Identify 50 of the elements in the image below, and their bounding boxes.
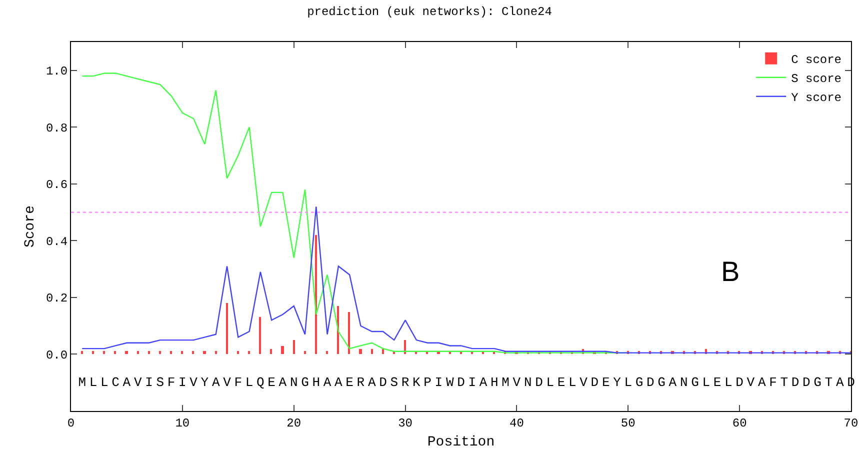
bar xyxy=(270,349,272,354)
bar xyxy=(181,351,183,354)
annotation: B xyxy=(721,256,740,287)
bar xyxy=(293,340,295,354)
bar xyxy=(382,349,384,354)
bar xyxy=(170,351,172,354)
bar xyxy=(371,349,373,354)
y-axis-title: Score xyxy=(22,205,39,248)
bar xyxy=(315,235,317,354)
chart-title: prediction (euk networks): Clone24 xyxy=(307,5,552,20)
bar xyxy=(92,351,94,354)
bar xyxy=(159,351,161,354)
x-tick-label: 60 xyxy=(732,416,747,430)
legend-label: C score xyxy=(791,53,842,68)
x-tick-label: 0 xyxy=(67,416,75,430)
x-tick-label: 10 xyxy=(175,416,190,430)
bar xyxy=(215,351,217,354)
bar xyxy=(348,312,350,354)
bar xyxy=(326,351,328,354)
bar xyxy=(81,351,83,354)
bar xyxy=(226,303,228,354)
y-tick-label: 0.6 xyxy=(46,178,68,192)
legend-label: S score xyxy=(791,72,842,86)
legend-label: Y score xyxy=(791,91,842,106)
bar xyxy=(148,351,150,354)
bar xyxy=(304,351,306,354)
bar xyxy=(103,351,105,354)
x-tick-label: 30 xyxy=(398,416,412,430)
y-tick-label: 0.8 xyxy=(46,121,68,136)
bar xyxy=(125,351,128,354)
bar xyxy=(203,351,206,354)
bar xyxy=(192,351,194,354)
y-tick-label: 1.0 xyxy=(46,64,68,79)
line-series xyxy=(82,206,851,354)
y-tick-label: 0.4 xyxy=(46,234,68,249)
bar xyxy=(248,351,250,354)
bar xyxy=(137,351,139,354)
x-tick-label: 70 xyxy=(844,416,858,430)
bar xyxy=(259,317,261,354)
bar xyxy=(237,351,239,354)
x-axis-title: Position xyxy=(427,434,495,451)
bar xyxy=(281,346,284,354)
y-tick-label: 0.2 xyxy=(46,292,68,306)
y-tick-label: 0.0 xyxy=(46,348,68,362)
x-tick-label: 50 xyxy=(620,416,636,430)
bar xyxy=(404,340,406,354)
bar xyxy=(359,349,362,354)
bar xyxy=(114,351,116,354)
x-tick-label: 40 xyxy=(510,416,524,430)
x-tick-label: 20 xyxy=(286,416,302,430)
